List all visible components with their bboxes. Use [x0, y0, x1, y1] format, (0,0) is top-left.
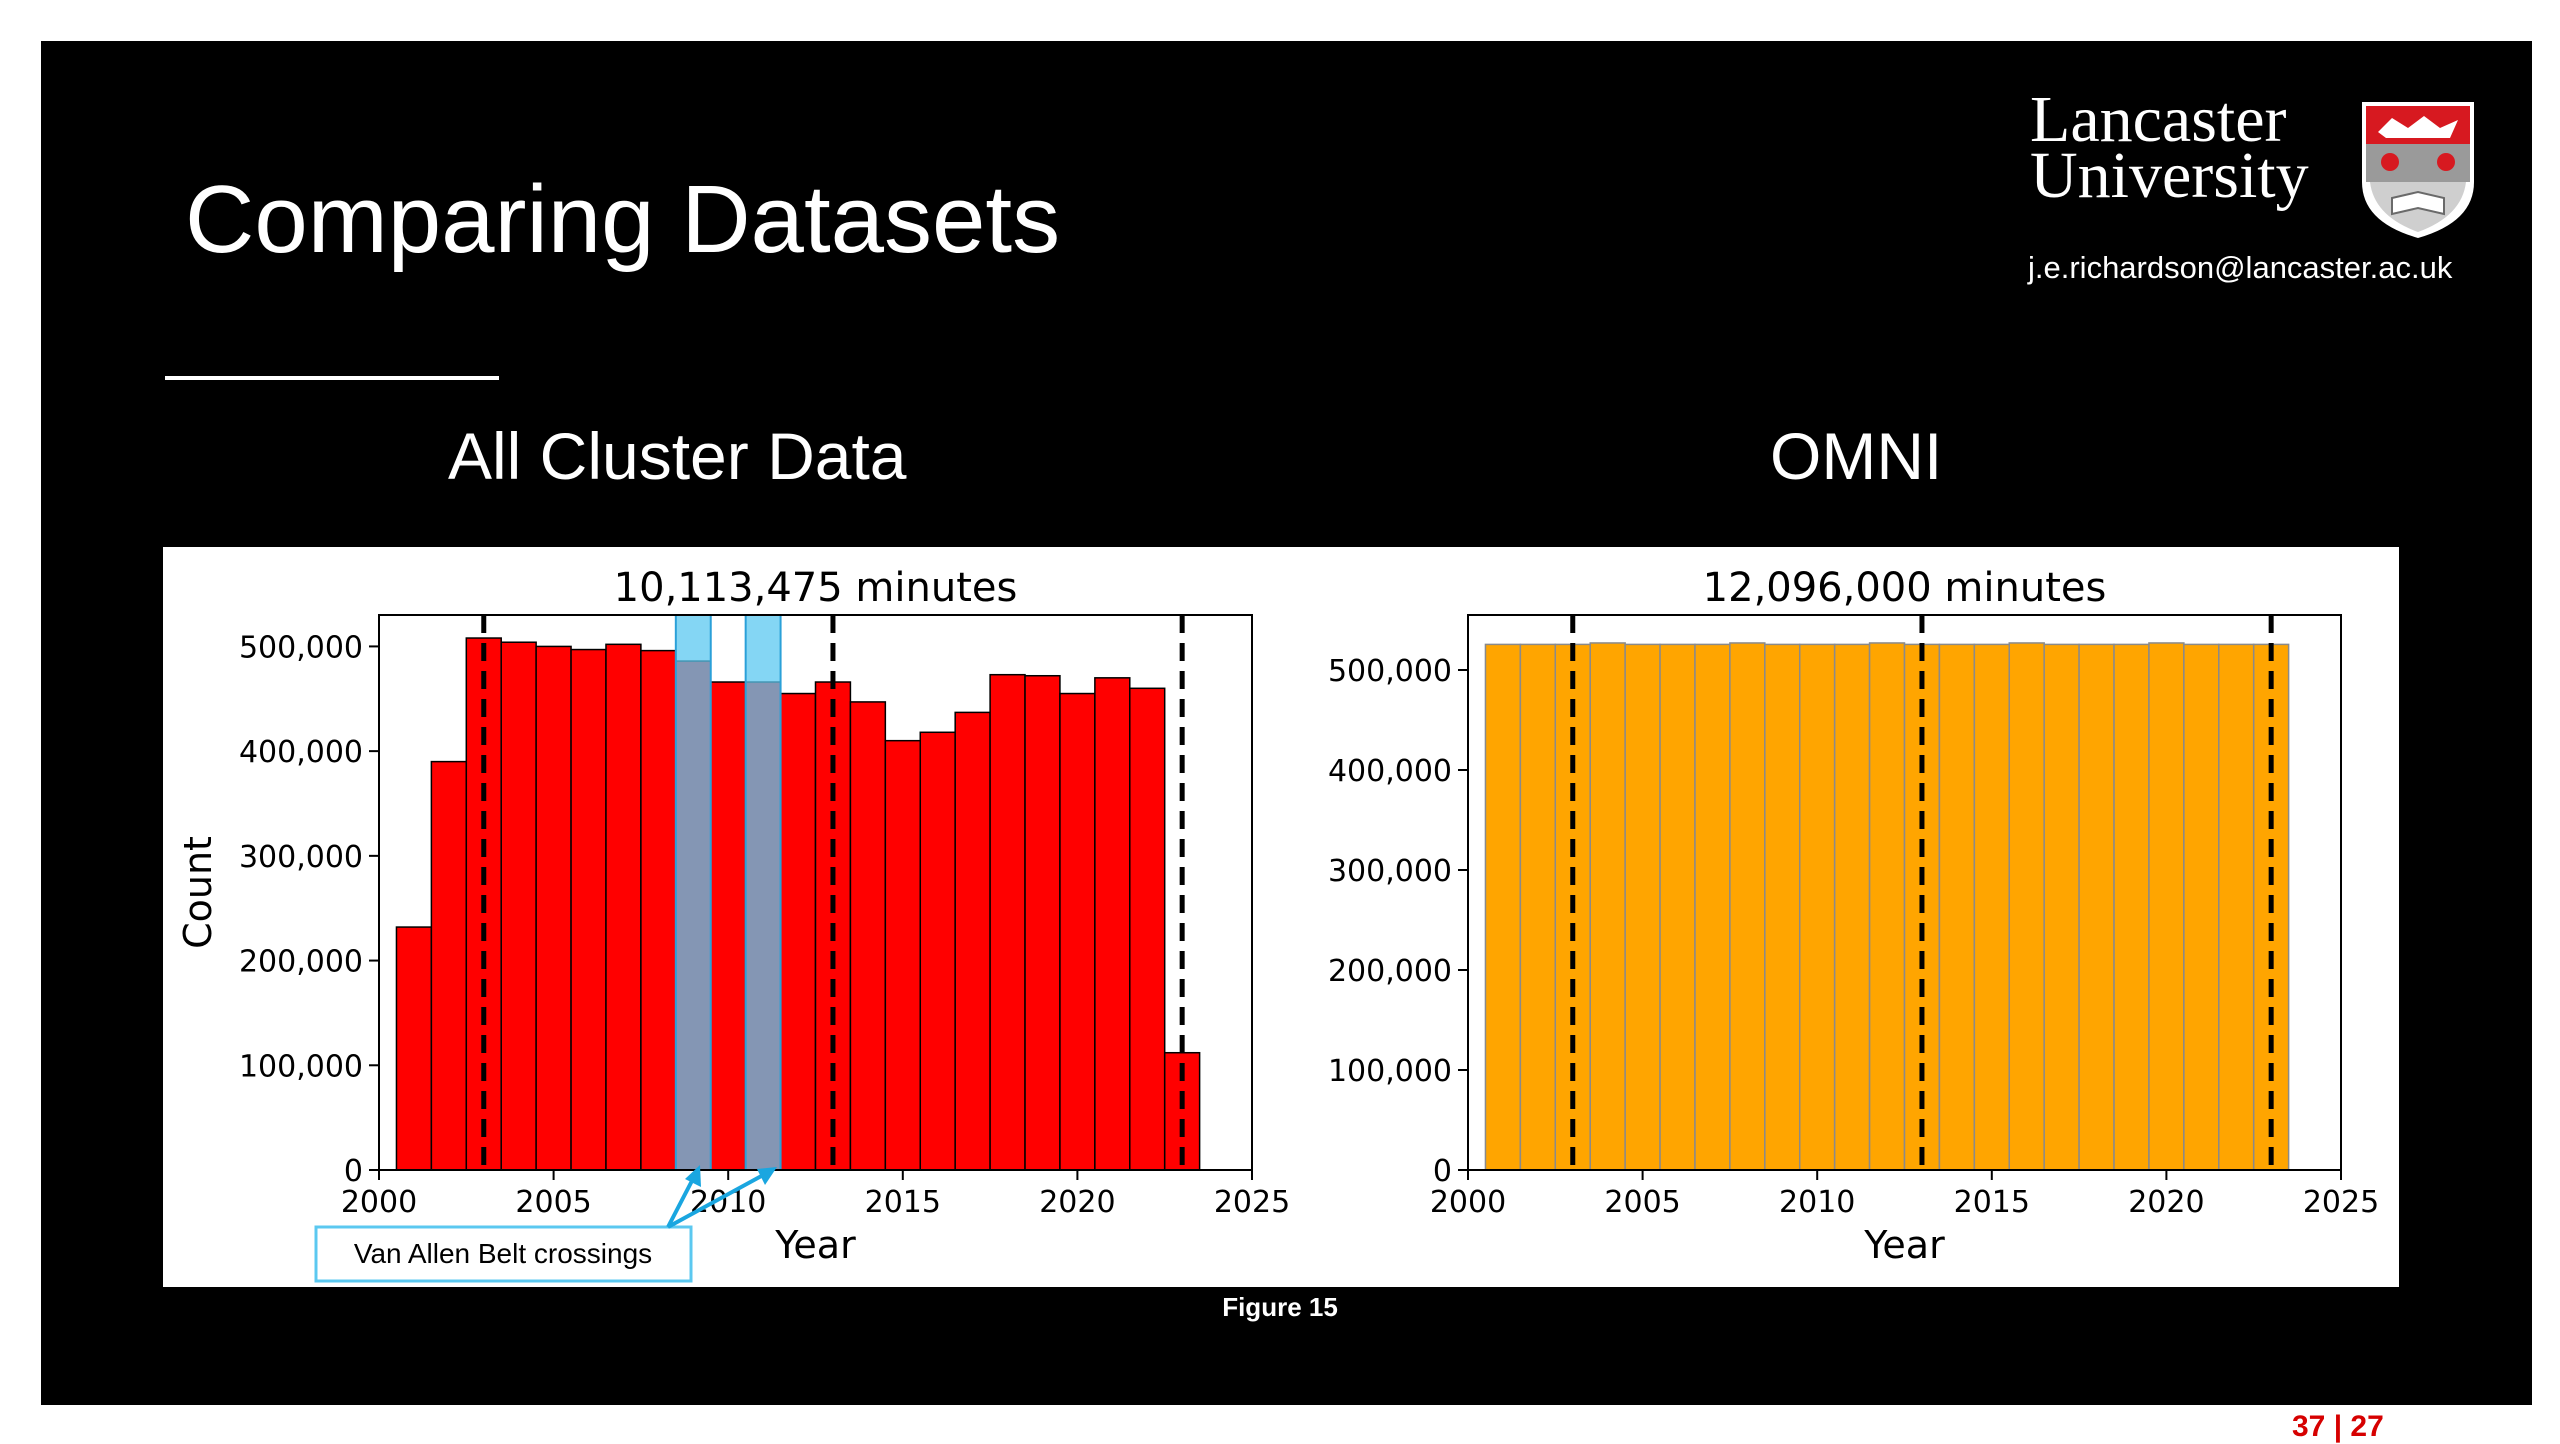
omni-bar-2001 — [1484, 643, 1522, 1171]
cluster-chart-title: 10,113,475 minutes — [614, 565, 1018, 611]
title-divider — [165, 376, 499, 380]
cluster-xtick-label-2025: 2025 — [1214, 1185, 1290, 1220]
cluster-highlight-2009 — [674, 614, 712, 1171]
omni-bar-2020 — [2148, 642, 2185, 1171]
cluster-ytick-label-0: 0 — [344, 1154, 363, 1189]
omni-bar-2021 — [2183, 643, 2220, 1171]
contact-email: j.e.richardson@lancaster.ac.uk — [2028, 250, 2453, 285]
annotation-arrow-1 — [666, 1174, 697, 1228]
page-number: 37 | 27 — [2292, 1410, 2384, 1443]
figure-caption: Figure 15 — [1222, 1292, 1338, 1322]
omni-ytick-label-500000: 500,000 — [1328, 654, 1452, 689]
cluster-bar-2012 — [779, 692, 817, 1171]
cluster-histogram: 2000 2005 2010 2015 2020 2025 0 100,000 200,000 3… — [176, 565, 1290, 1267]
omni-bar-2011 — [1833, 643, 1871, 1171]
annotation-arrowhead-2 — [757, 1167, 777, 1185]
cluster-xtick-label-2020: 2020 — [1039, 1185, 1115, 1220]
cluster-bar-2001 — [395, 926, 433, 1171]
cluster-ytick-label-200000: 200,000 — [239, 945, 363, 980]
cluster-ytick-label-500000: 500,000 — [239, 630, 363, 665]
cluster-bar-2018 — [989, 673, 1026, 1171]
cluster-bar-2006 — [570, 648, 607, 1171]
cluster-bar-2007 — [605, 643, 642, 1171]
cluster-axes-frame — [378, 614, 1253, 1171]
cluster-bar-2014 — [849, 701, 887, 1171]
cluster-bar-2020 — [1059, 692, 1096, 1171]
cluster-bar-2016 — [919, 731, 956, 1171]
omni-ytick-label-300000: 300,000 — [1328, 854, 1452, 889]
cluster-bar-2019 — [1024, 674, 1061, 1171]
cluster-bar-2002 — [430, 760, 468, 1171]
omni-bar-2014 — [1938, 643, 1976, 1171]
omni-bar-2012 — [1868, 642, 1906, 1171]
omni-histogram: 2000 2005 2010 2015 2020 2025 0 100,000 200,000 3… — [1328, 565, 2379, 1267]
omni-chart-title: 12,096,000 minutes — [1703, 565, 2107, 611]
cluster-bar-2008 — [640, 649, 677, 1171]
omni-bar-2017 — [2043, 643, 2080, 1171]
annotation: Van Allen Belt crossings — [314, 1165, 777, 1283]
omni-bar-2022 — [2218, 643, 2255, 1171]
crest-icon — [2362, 102, 2474, 238]
annotation-arrow-2 — [667, 1172, 766, 1229]
cluster-xtick-label-2010: 2010 — [690, 1185, 766, 1220]
omni-bar-2004 — [1589, 642, 1626, 1171]
cluster-y-axis-label: Count — [176, 836, 220, 949]
cluster-bar-2010 — [709, 681, 747, 1171]
logo-line-2: University — [2030, 139, 2309, 212]
omni-xtick-label-2020: 2020 — [2128, 1185, 2204, 1220]
cluster-ytick-label-100000: 100,000 — [239, 1049, 363, 1084]
omni-xtick-label-2010: 2010 — [1779, 1185, 1855, 1220]
cluster-bar-2005 — [535, 645, 572, 1171]
annotation-arrowhead-1 — [685, 1165, 701, 1187]
cluster-bar-2017 — [954, 711, 991, 1171]
cluster-bar-2021 — [1094, 677, 1131, 1171]
cluster-ytick-label-300000: 300,000 — [239, 840, 363, 875]
omni-bar-2016 — [2008, 642, 2045, 1171]
figure-panel: 2000 2005 2010 2015 2020 2025 0 100,000 200,000 3… — [163, 547, 2399, 1287]
omni-x-axis-label: Year — [1863, 1223, 1945, 1267]
omni-ytick-label-200000: 200,000 — [1328, 954, 1452, 989]
omni-bar-2015 — [1973, 643, 2011, 1171]
omni-bar-2018 — [2078, 643, 2115, 1171]
omni-ytick-label-400000: 400,000 — [1328, 754, 1452, 789]
omni-axes-frame — [1467, 614, 2342, 1171]
cluster-ytick-label-400000: 400,000 — [239, 735, 363, 770]
cluster-bar-2022 — [1129, 687, 1166, 1171]
right-heading: OMNI — [1770, 419, 1943, 493]
omni-bar-2007 — [1694, 643, 1731, 1171]
omni-bar-2008 — [1729, 642, 1766, 1171]
logo-line-1: Lancaster — [2030, 83, 2287, 156]
university-logo: Lancaster University — [2030, 83, 2309, 212]
omni-bar-2019 — [2113, 643, 2150, 1171]
omni-ytick-label-0: 0 — [1433, 1154, 1452, 1189]
annotation-text: Van Allen Belt crossings — [354, 1238, 652, 1269]
omni-ytick-label-100000: 100,000 — [1328, 1054, 1452, 1089]
cluster-bar-2004 — [500, 641, 537, 1171]
omni-bar-2010 — [1798, 643, 1836, 1171]
omni-xtick-label-2000: 2000 — [1430, 1185, 1506, 1220]
omni-xtick-label-2005: 2005 — [1604, 1185, 1680, 1220]
slide-title: Comparing Datasets — [185, 166, 1061, 273]
omni-bar-2002 — [1519, 643, 1557, 1171]
omni-xtick-label-2015: 2015 — [1954, 1185, 2030, 1220]
cluster-highlight-2011 — [744, 614, 782, 1171]
cluster-x-axis-label: Year — [774, 1223, 856, 1267]
annotation-box — [314, 1225, 693, 1283]
omni-bar-2005 — [1624, 643, 1661, 1171]
cluster-xtick-label-2005: 2005 — [515, 1185, 591, 1220]
cluster-xtick-label-2015: 2015 — [865, 1185, 941, 1220]
cluster-xtick-label-2000: 2000 — [341, 1185, 417, 1220]
omni-bar-2009 — [1764, 643, 1801, 1171]
left-heading: All Cluster Data — [448, 419, 907, 493]
omni-xtick-label-2025: 2025 — [2303, 1185, 2379, 1220]
cluster-bar-2015 — [884, 739, 922, 1171]
omni-bar-2006 — [1659, 643, 1696, 1171]
